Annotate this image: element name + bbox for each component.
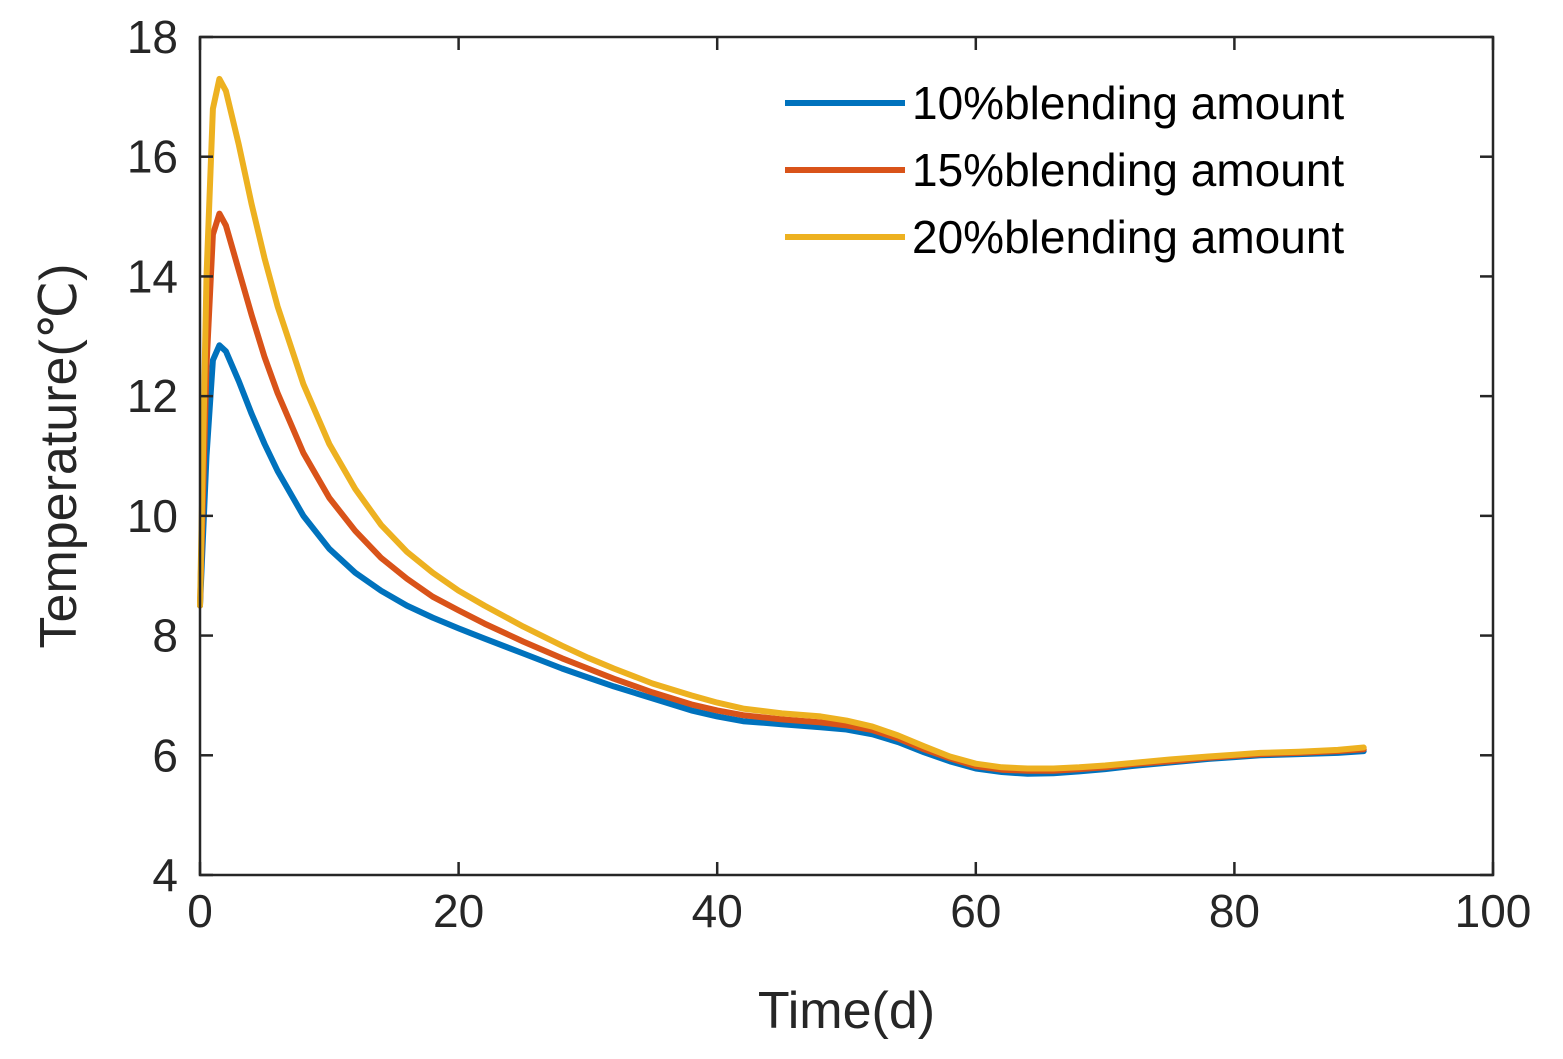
x-tick-label: 20 bbox=[433, 885, 484, 937]
x-tick-label: 80 bbox=[1209, 885, 1260, 937]
legend-label-1: 10%blending amount bbox=[912, 77, 1344, 129]
y-tick-label: 14 bbox=[127, 250, 178, 302]
y-tick-label: 16 bbox=[127, 131, 178, 183]
y-tick-label: 6 bbox=[152, 729, 178, 781]
y-axis-title: Temperature(℃) bbox=[30, 264, 88, 649]
y-tick-label: 8 bbox=[152, 610, 178, 662]
x-tick-label: 100 bbox=[1455, 885, 1532, 937]
plot-frame bbox=[198, 35, 1495, 877]
y-tick-label: 10 bbox=[127, 490, 178, 542]
legend-label-3: 20%blending amount bbox=[912, 211, 1344, 263]
x-tick-label: 0 bbox=[187, 885, 213, 937]
y-tick-label: 4 bbox=[152, 849, 178, 901]
series-layer bbox=[197, 75, 1367, 777]
x-tick-label: 60 bbox=[950, 885, 1001, 937]
legend-label-2: 15%blending amount bbox=[912, 144, 1344, 196]
x-tick-label: 40 bbox=[692, 885, 743, 937]
series-line-3 bbox=[197, 75, 1367, 772]
y-tick-label: 12 bbox=[127, 370, 178, 422]
legend: 10%blending amount 15%blending amount 20%b… bbox=[785, 77, 1344, 263]
tick-layer: 0 20 40 60 80 100 4 6 8 10 12 14 16 18 bbox=[127, 11, 1532, 937]
y-tick-label: 18 bbox=[127, 11, 178, 63]
x-axis-title: Time(d) bbox=[758, 982, 935, 1040]
